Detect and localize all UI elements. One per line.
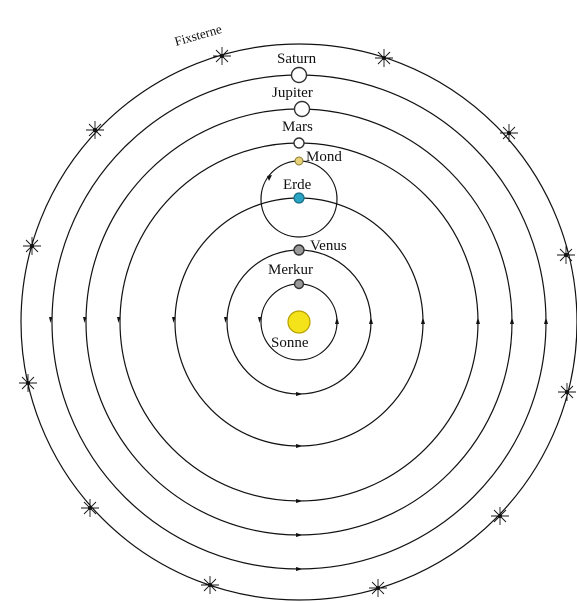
arrow-saturn-bottom [296,567,303,571]
label-jupiter: Jupiter [272,85,313,101]
star-icon [213,47,231,65]
arrow-jupiter-left [83,317,86,323]
star-icon [491,507,509,525]
arrow-jupiter-bottom [296,533,303,537]
label-moon: Mond [306,149,342,165]
mars-icon [293,137,305,149]
fixed-stars [19,47,576,597]
jupiter-icon [293,100,311,118]
moon-icon [294,156,304,166]
arrow-venus-bottom [296,392,303,396]
star-icon [86,121,104,139]
label-earth: Erde [283,177,312,193]
star-icon [375,49,393,67]
label-mercury: Merkur [268,262,313,278]
venus-icon [293,244,305,256]
arrow-earth-left [172,317,175,323]
star-icon [558,383,576,401]
label-saturn: Saturn [277,51,317,67]
saturn-icon [290,66,308,84]
bodies [287,66,311,334]
arrow-jupiter-right [510,317,514,324]
star-icon [500,124,518,142]
arrow-venus-left [224,317,227,323]
arrow-saturn-left [49,317,52,323]
star-icon [81,499,99,517]
arrow-mercury-left [258,317,261,323]
star-icon [201,576,219,594]
star-icon [19,374,37,392]
arrow-saturn-right [544,317,548,324]
mercury-icon [293,278,305,290]
sphere-fixed-stars [20,43,577,601]
earth-icon [293,192,305,204]
arrow-earth-bottom [296,444,303,448]
label-sun: Sonne [271,335,309,351]
orbit-arrows [49,175,548,571]
star-icon [369,579,387,597]
labels: Fixsterne Saturn Jupiter Mars Mond Erde … [173,21,347,351]
arrow-mars-left [117,317,120,323]
sun-icon [287,310,311,334]
star-icon [23,237,41,255]
star-icon [557,246,575,264]
arrow-moon [267,175,272,181]
label-mars: Mars [282,119,313,135]
arrow-venus-right [369,317,373,324]
arrow-mercury-right [335,317,339,324]
arrow-mars-bottom [296,499,303,503]
label-fixed-stars: Fixsterne [173,21,224,49]
arrow-mars-right [476,317,480,324]
arrow-earth-right [421,317,425,324]
label-venus: Venus [310,238,347,254]
